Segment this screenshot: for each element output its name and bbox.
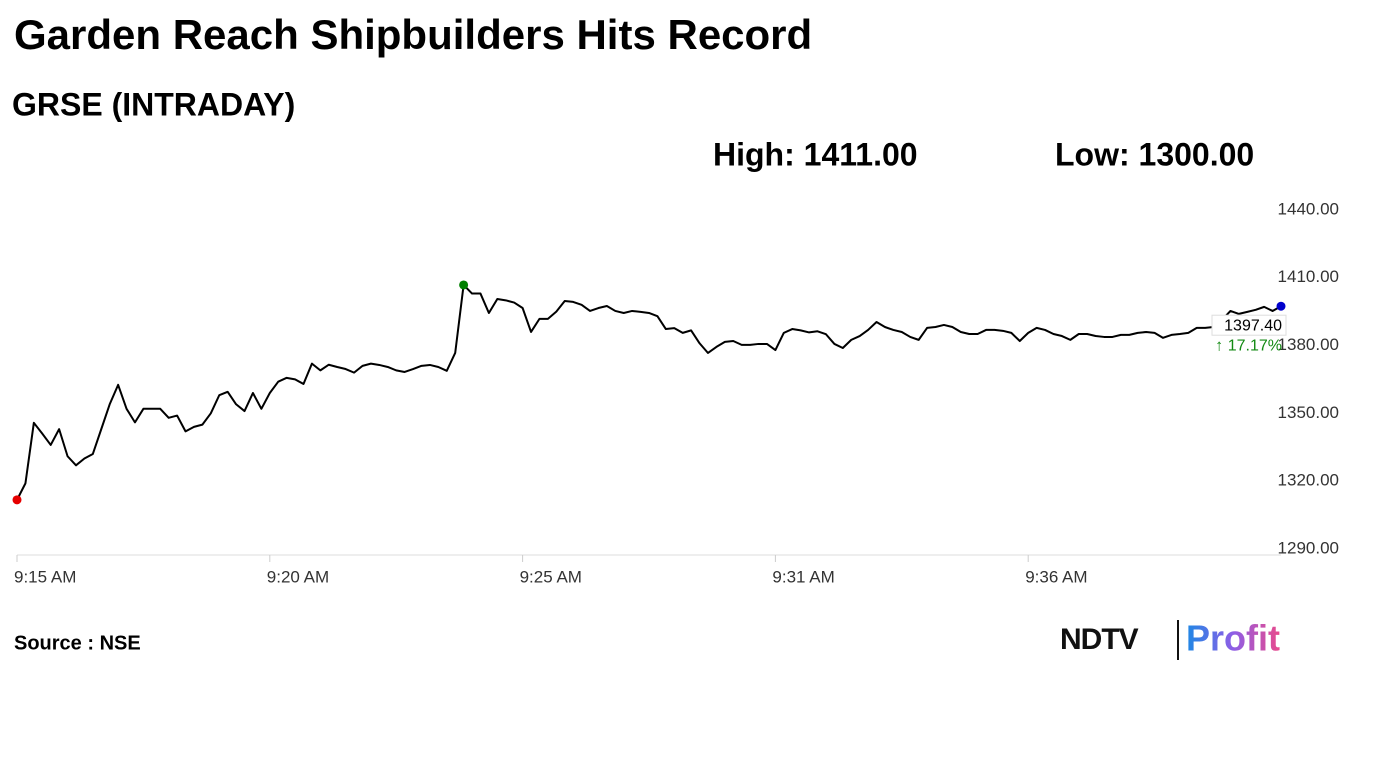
first-marker [12, 495, 22, 505]
logo-right: Profit [1186, 618, 1280, 659]
y-tick-label: 1380.00 [1278, 335, 1339, 354]
source: Source : NSE [14, 632, 141, 654]
y-tick-label: 1350.00 [1278, 403, 1339, 422]
last-price-label: 1397.40 [1224, 317, 1282, 334]
price-label-box [1211, 314, 1287, 336]
y-tick-label: 1410.00 [1278, 267, 1339, 286]
y-tick-label: 1290.00 [1278, 538, 1339, 557]
chart-title: Garden Reach Shipbuilders Hits Record [14, 11, 812, 58]
high-marker [459, 280, 469, 290]
y-tick-label: 1320.00 [1278, 471, 1339, 490]
price-line [16, 283, 1282, 501]
x-tick-label: 9:36 AM [1025, 567, 1087, 586]
chart-subtitle: GRSE (INTRADAY) [12, 86, 295, 122]
x-tick-label: 9:25 AM [520, 567, 582, 586]
high-text: High: 1411.00 [713, 136, 918, 172]
x-tick-label: 9:31 AM [772, 567, 834, 586]
last-marker [1276, 301, 1286, 311]
x-tick-label: 9:15 AM [14, 567, 76, 586]
low-text: Low: 1300.00 [1055, 136, 1254, 172]
logo-left: NDTV [1060, 623, 1139, 656]
change-label: ↑ 17.17% [1215, 337, 1282, 354]
y-tick-label: 1440.00 [1278, 199, 1339, 218]
x-tick-label: 9:20 AM [267, 567, 329, 586]
